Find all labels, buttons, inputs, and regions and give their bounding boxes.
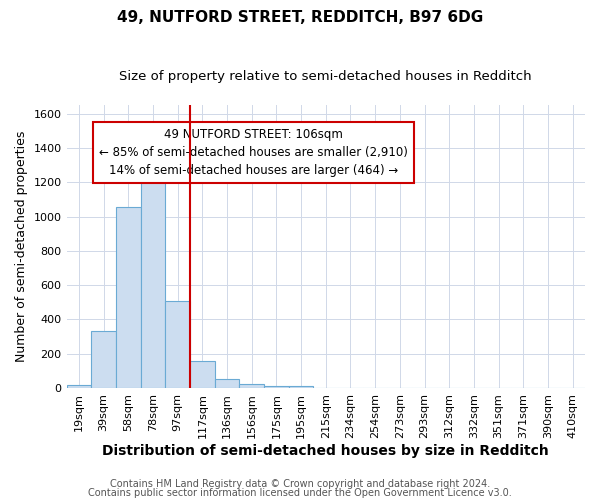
Bar [67,384,91,388]
Bar [116,207,140,388]
Bar [264,386,289,388]
Bar [165,300,190,388]
Bar [239,384,264,388]
Bar [140,166,165,388]
Text: Contains public sector information licensed under the Open Government Licence v3: Contains public sector information licen… [88,488,512,498]
X-axis label: Distribution of semi-detached houses by size in Redditch: Distribution of semi-detached houses by … [103,444,549,458]
Title: Size of property relative to semi-detached houses in Redditch: Size of property relative to semi-detach… [119,70,532,83]
Bar [215,378,239,388]
Text: Contains HM Land Registry data © Crown copyright and database right 2024.: Contains HM Land Registry data © Crown c… [110,479,490,489]
Y-axis label: Number of semi-detached properties: Number of semi-detached properties [15,131,28,362]
Text: 49 NUTFORD STREET: 106sqm
← 85% of semi-detached houses are smaller (2,910)
14% : 49 NUTFORD STREET: 106sqm ← 85% of semi-… [99,128,407,176]
Bar [91,332,116,388]
Bar [190,362,215,388]
Text: 49, NUTFORD STREET, REDDITCH, B97 6DG: 49, NUTFORD STREET, REDDITCH, B97 6DG [117,10,483,25]
Bar [289,386,313,388]
